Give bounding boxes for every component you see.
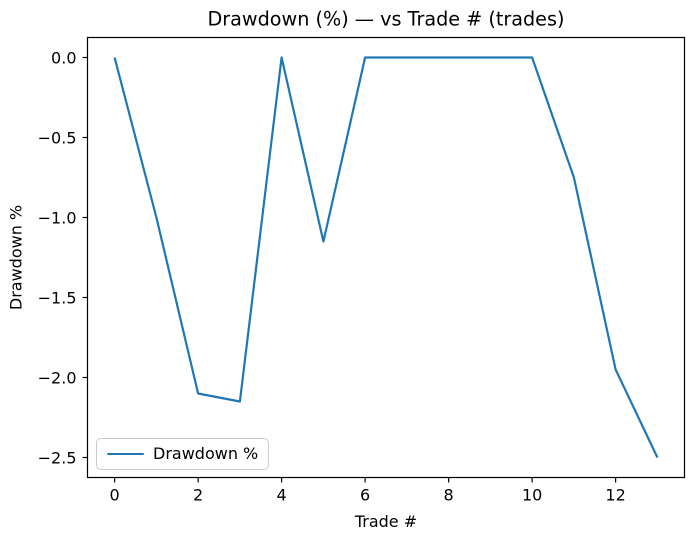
- y-tick-label: −2.0: [38, 368, 77, 387]
- y-tick-label: −0.5: [38, 128, 77, 147]
- x-axis-label: Trade #: [354, 512, 417, 531]
- x-tick-label: 8: [444, 486, 454, 505]
- y-tick-label: −1.5: [38, 288, 77, 307]
- y-tick-label: −2.5: [38, 448, 77, 467]
- x-tick-label: 2: [193, 486, 203, 505]
- x-tick-label: 4: [277, 486, 287, 505]
- x-tick-label: 0: [110, 486, 120, 505]
- x-tick-label: 6: [360, 486, 370, 505]
- y-tick-label: 0.0: [51, 48, 76, 67]
- x-tick-label: 10: [522, 486, 542, 505]
- chart-title: Drawdown (%) — vs Trade # (trades): [208, 8, 565, 31]
- x-tick-label: 12: [605, 486, 625, 505]
- y-tick-label: −1.0: [38, 208, 77, 227]
- drawdown-line: [113, 56, 659, 458]
- y-axis-label: Drawdown %: [7, 205, 26, 310]
- legend-label: Drawdown %: [153, 444, 259, 463]
- legend-line-sample: [107, 452, 144, 456]
- plot-frame: [86, 36, 686, 479]
- legend: Drawdown %: [96, 438, 270, 470]
